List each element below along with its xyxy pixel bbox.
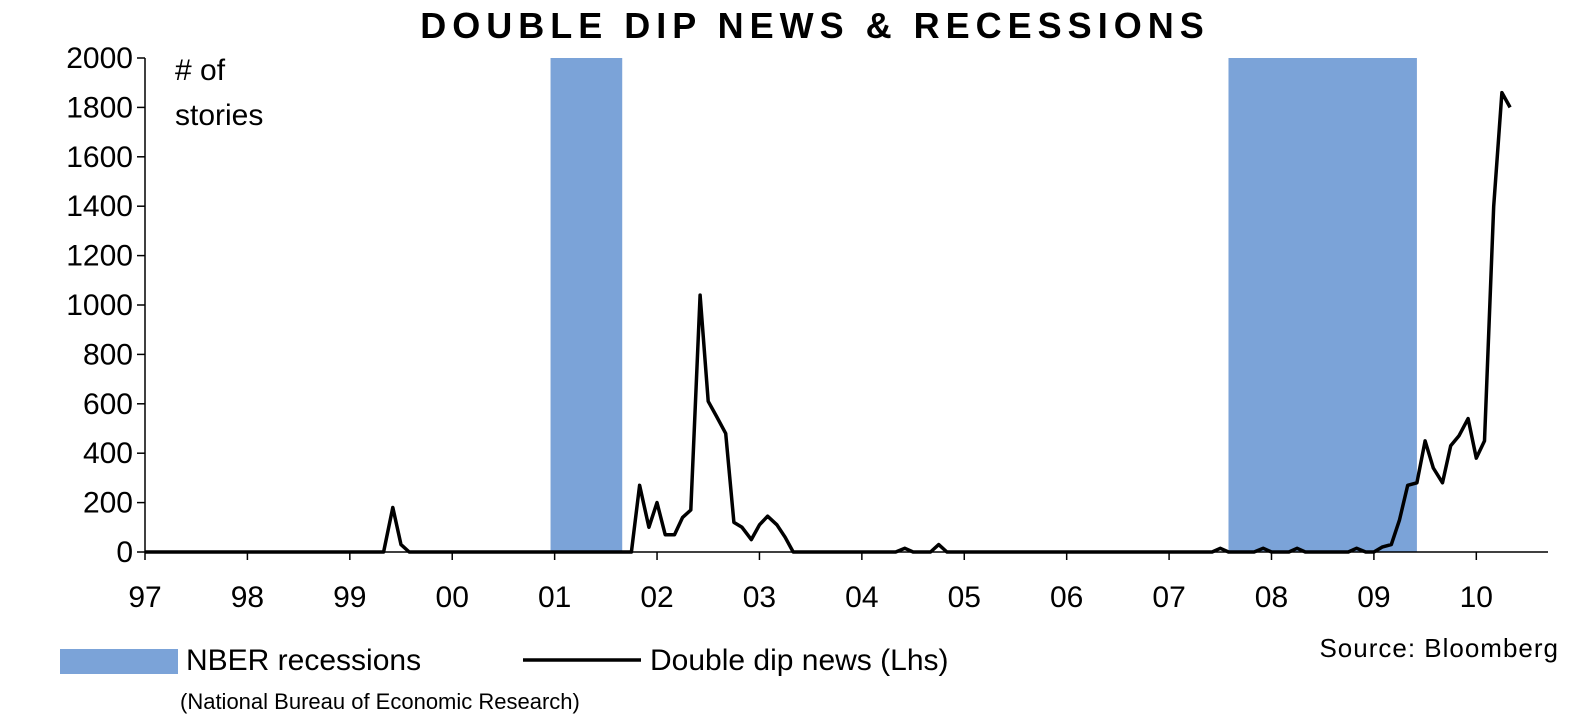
y-tick-label: 2000 [66,42,133,75]
series-line-double-dip-news [145,90,1512,554]
legend-news-label: Double dip news (Lhs) [650,644,949,677]
legend-recession-label: NBER recessions [186,644,421,677]
y-unit-label-line-1: # of [175,54,226,87]
y-tick-label: 200 [83,487,133,520]
y-tick-label: 1800 [66,91,133,124]
recession-bars [550,58,1417,552]
series-layer [145,90,1512,554]
x-tick-label: 07 [1152,581,1185,614]
x-tick-label: 99 [333,581,366,614]
x-tick-label: 00 [436,581,469,614]
x-tick-label: 98 [231,581,264,614]
x-tick-label: 10 [1460,581,1493,614]
y-tick-label: 1400 [66,190,133,223]
x-tick-label: 01 [538,581,571,614]
y-tick-label: 1600 [66,141,133,174]
y-tick-label: 800 [83,338,133,371]
x-tick-label: 09 [1357,581,1390,614]
y-tick-label: 400 [83,437,133,470]
y-tick-label: 0 [116,536,133,569]
y-tick-label: 1200 [66,240,133,273]
x-tick-label: 97 [128,581,161,614]
x-tick-label: 02 [640,581,673,614]
y-tick-label: 600 [83,388,133,421]
y-axis-ticks: 0 200 400 600 800 1000 1200 1400 1600 1800 2000 [66,42,145,569]
source-note: Source: Bloomberg [1319,633,1559,663]
legend: NBER recessions Double dip news (Lhs) (N… [60,644,949,714]
x-tick-label: 04 [845,581,878,614]
legend-note: (National Bureau of Economic Research) [180,689,580,714]
recession-bar-1 [550,58,623,552]
y-tick-label: 1000 [66,289,133,322]
legend-recession-swatch [60,649,178,674]
x-tick-label: 06 [1050,581,1083,614]
x-tick-label: 08 [1255,581,1288,614]
y-unit-label-line-2: stories [175,99,263,132]
recession-bar-2 [1228,58,1417,552]
x-axis-ticks: 97 98 99 00 01 02 03 04 05 06 07 08 09 10 [128,552,1493,614]
chart-title: DOUBLE DIP NEWS & RECESSIONS [420,5,1209,46]
x-tick-label: 05 [948,581,981,614]
x-tick-label: 03 [743,581,776,614]
